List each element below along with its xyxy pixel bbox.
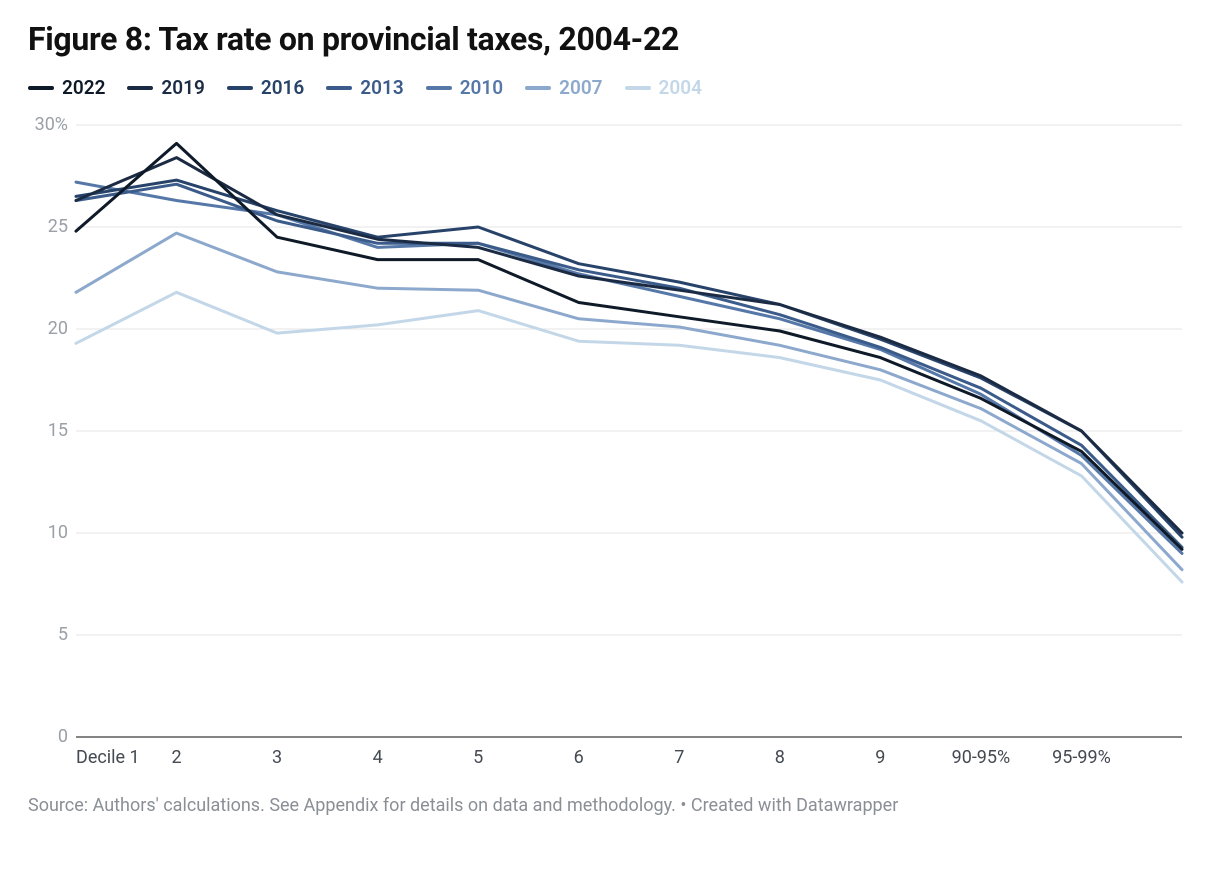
- xtick-label-5: 6: [574, 747, 584, 768]
- legend: 2022 2019 2016 2013 2010 2007 2004: [28, 76, 1192, 99]
- legend-swatch-2007: [525, 86, 551, 90]
- legend-swatch-2004: [625, 86, 651, 90]
- legend-swatch-2016: [227, 86, 253, 90]
- legend-label-2016: 2016: [261, 76, 304, 99]
- series-2016: [76, 180, 1182, 537]
- legend-label-2022: 2022: [62, 76, 105, 99]
- xtick-label-3: 4: [373, 747, 383, 768]
- xtick-label-8: 9: [875, 747, 885, 768]
- series-2004: [76, 292, 1182, 582]
- xtick-label-10: 95-99%: [1052, 747, 1111, 768]
- chart-title: Figure 8: Tax rate on provincial taxes, …: [28, 20, 1192, 58]
- ytick-label-20: 20: [48, 318, 68, 339]
- xtick-label-4: 5: [473, 747, 483, 768]
- line-chart: 0 5 10 15 20 25 30% Decile 1 2 3 4 5 6 7 8 9 90-95% 95-99…: [28, 109, 1192, 779]
- legend-item-2019: 2019: [127, 76, 204, 99]
- figure-container: Figure 8: Tax rate on provincial taxes, …: [0, 0, 1220, 870]
- xtick-label-9: 90-95%: [952, 747, 1011, 768]
- legend-item-2013: 2013: [326, 76, 403, 99]
- xtick-label-1: 2: [171, 747, 181, 768]
- ytick-label-10: 10: [48, 522, 68, 543]
- legend-label-2019: 2019: [161, 76, 204, 99]
- ytick-label-0: 0: [58, 726, 68, 747]
- legend-item-2004: 2004: [625, 76, 702, 99]
- legend-item-2022: 2022: [28, 76, 105, 99]
- xtick-label-0: Decile 1: [76, 747, 140, 768]
- legend-label-2004: 2004: [659, 76, 702, 99]
- legend-item-2007: 2007: [525, 76, 602, 99]
- legend-label-2010: 2010: [460, 76, 503, 99]
- legend-label-2007: 2007: [559, 76, 602, 99]
- legend-swatch-2013: [326, 86, 352, 90]
- legend-item-2016: 2016: [227, 76, 304, 99]
- ytick-label-30: 30%: [35, 114, 68, 135]
- chart-area: 0 5 10 15 20 25 30% Decile 1 2 3 4 5 6 7 8 9 90-95% 95-99…: [28, 109, 1192, 779]
- ytick-label-15: 15: [48, 420, 68, 441]
- legend-label-2013: 2013: [360, 76, 403, 99]
- series-2013: [76, 184, 1182, 547]
- legend-swatch-2010: [426, 86, 452, 90]
- series-2010: [76, 182, 1182, 553]
- legend-item-2010: 2010: [426, 76, 503, 99]
- xtick-label-7: 8: [775, 747, 785, 768]
- legend-swatch-2019: [127, 86, 153, 90]
- source-note: Source: Authors' calculations. See Appen…: [28, 795, 1192, 816]
- series-2019: [76, 158, 1182, 533]
- xtick-label-6: 7: [674, 747, 684, 768]
- ytick-label-5: 5: [58, 624, 68, 645]
- legend-swatch-2022: [28, 86, 54, 90]
- xtick-label-2: 3: [272, 747, 282, 768]
- series-2022: [76, 143, 1182, 549]
- ytick-label-25: 25: [48, 216, 68, 237]
